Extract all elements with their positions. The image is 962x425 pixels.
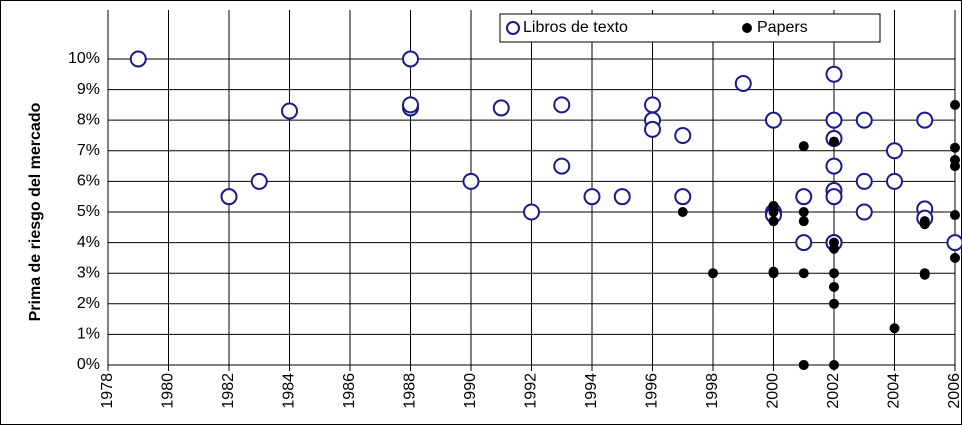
point — [825, 157, 843, 175]
y-tick-label: 9% — [77, 81, 100, 98]
legend-label: Libros de texto — [523, 19, 628, 36]
legend-box — [499, 13, 881, 43]
point — [919, 269, 930, 280]
point — [674, 188, 692, 206]
legend-marker — [506, 21, 520, 35]
point — [583, 188, 601, 206]
point — [829, 360, 839, 370]
point — [919, 219, 930, 230]
point — [855, 111, 873, 129]
y-tick-label: 0% — [77, 356, 100, 373]
point — [946, 234, 962, 252]
point — [768, 268, 779, 279]
point — [677, 206, 688, 217]
x-tick-label: 2004 — [886, 373, 903, 409]
x-tick-label: 1990 — [462, 373, 479, 409]
x-tick-label: 1988 — [402, 373, 419, 409]
point — [829, 268, 839, 279]
point — [462, 172, 480, 190]
x-tick-label: 2000 — [765, 373, 782, 409]
point — [795, 188, 813, 206]
point — [798, 141, 809, 152]
y-tick-label: 2% — [77, 295, 100, 312]
point — [708, 268, 718, 279]
point — [250, 172, 268, 190]
point — [889, 323, 900, 334]
point — [855, 172, 873, 190]
point — [523, 203, 540, 221]
y-tick-label: 7% — [77, 142, 100, 159]
point — [916, 111, 934, 129]
y-tick-label: 10% — [68, 50, 100, 67]
point — [950, 161, 960, 172]
point — [798, 268, 809, 279]
point — [644, 96, 661, 114]
point — [950, 142, 960, 153]
point — [553, 96, 571, 114]
point — [220, 188, 238, 206]
point — [281, 102, 298, 120]
point — [825, 111, 843, 129]
point — [644, 120, 661, 138]
point — [553, 157, 571, 175]
point — [795, 234, 813, 252]
point — [855, 203, 873, 221]
point — [798, 206, 809, 217]
legend-marker — [742, 23, 752, 33]
x-tick-label: 1984 — [281, 373, 298, 409]
y-tick-label: 1% — [77, 326, 100, 343]
point — [829, 298, 839, 309]
point — [886, 142, 903, 160]
point — [829, 243, 839, 254]
legend-label: Papers — [757, 19, 808, 36]
y-tick-label: 5% — [77, 203, 100, 220]
point — [768, 216, 779, 227]
x-tick-label: 1986 — [341, 373, 358, 409]
point — [950, 99, 960, 110]
x-tick-label: 1994 — [583, 373, 600, 409]
point — [829, 136, 839, 147]
point — [765, 111, 782, 129]
point — [129, 50, 147, 68]
x-tick-label: 1992 — [523, 373, 540, 409]
point — [825, 188, 843, 206]
point — [402, 50, 419, 68]
x-tick-label: 2002 — [825, 373, 842, 409]
x-tick-label: 1996 — [644, 373, 661, 409]
x-tick-label: 1978 — [99, 373, 116, 409]
point — [734, 74, 752, 92]
y-tick-label: 8% — [77, 111, 100, 128]
point — [829, 281, 839, 292]
x-tick-label: 1998 — [704, 373, 721, 409]
point — [950, 210, 960, 221]
point — [825, 65, 843, 83]
point — [798, 360, 809, 370]
point — [674, 126, 692, 144]
y-tick-label: 6% — [77, 173, 100, 190]
x-tick-label: 1980 — [160, 373, 177, 409]
point — [768, 206, 779, 217]
x-tick-label: 2006 — [946, 373, 962, 409]
y-axis-label: Prima de riesgo del mercado — [27, 102, 44, 321]
point — [950, 252, 960, 263]
x-tick-label: 1982 — [220, 373, 237, 409]
point — [798, 216, 809, 227]
point — [886, 172, 903, 190]
y-tick-label: 3% — [77, 264, 100, 281]
y-tick-label: 4% — [77, 234, 100, 251]
point — [613, 188, 631, 206]
point — [402, 96, 419, 114]
point — [492, 99, 510, 117]
